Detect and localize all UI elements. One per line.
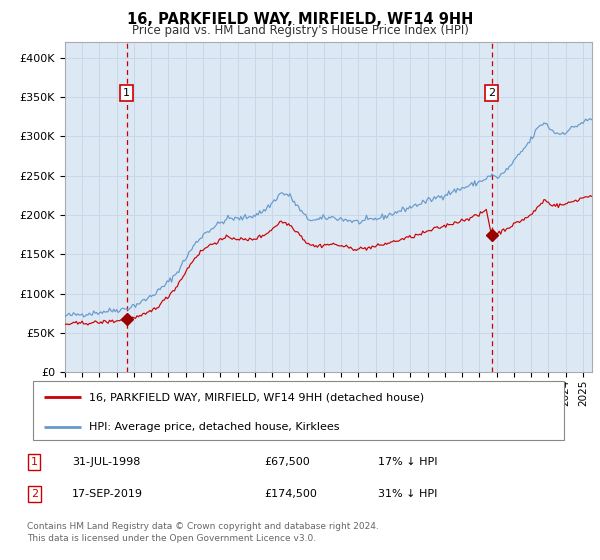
Text: Price paid vs. HM Land Registry's House Price Index (HPI): Price paid vs. HM Land Registry's House …	[131, 24, 469, 36]
Text: £174,500: £174,500	[264, 489, 317, 499]
Text: 31-JUL-1998: 31-JUL-1998	[72, 457, 140, 467]
Text: HPI: Average price, detached house, Kirklees: HPI: Average price, detached house, Kirk…	[89, 422, 339, 432]
Text: 1: 1	[123, 88, 130, 98]
Text: Contains HM Land Registry data © Crown copyright and database right 2024.
This d: Contains HM Land Registry data © Crown c…	[27, 522, 379, 543]
Text: £67,500: £67,500	[264, 457, 310, 467]
Text: 16, PARKFIELD WAY, MIRFIELD, WF14 9HH: 16, PARKFIELD WAY, MIRFIELD, WF14 9HH	[127, 12, 473, 27]
Text: 2: 2	[31, 489, 38, 499]
FancyBboxPatch shape	[33, 381, 564, 440]
Text: 17-SEP-2019: 17-SEP-2019	[72, 489, 143, 499]
Text: 1: 1	[31, 457, 38, 467]
Text: 31% ↓ HPI: 31% ↓ HPI	[378, 489, 437, 499]
Text: 16, PARKFIELD WAY, MIRFIELD, WF14 9HH (detached house): 16, PARKFIELD WAY, MIRFIELD, WF14 9HH (d…	[89, 392, 424, 402]
Text: 17% ↓ HPI: 17% ↓ HPI	[378, 457, 437, 467]
Text: 2: 2	[488, 88, 495, 98]
